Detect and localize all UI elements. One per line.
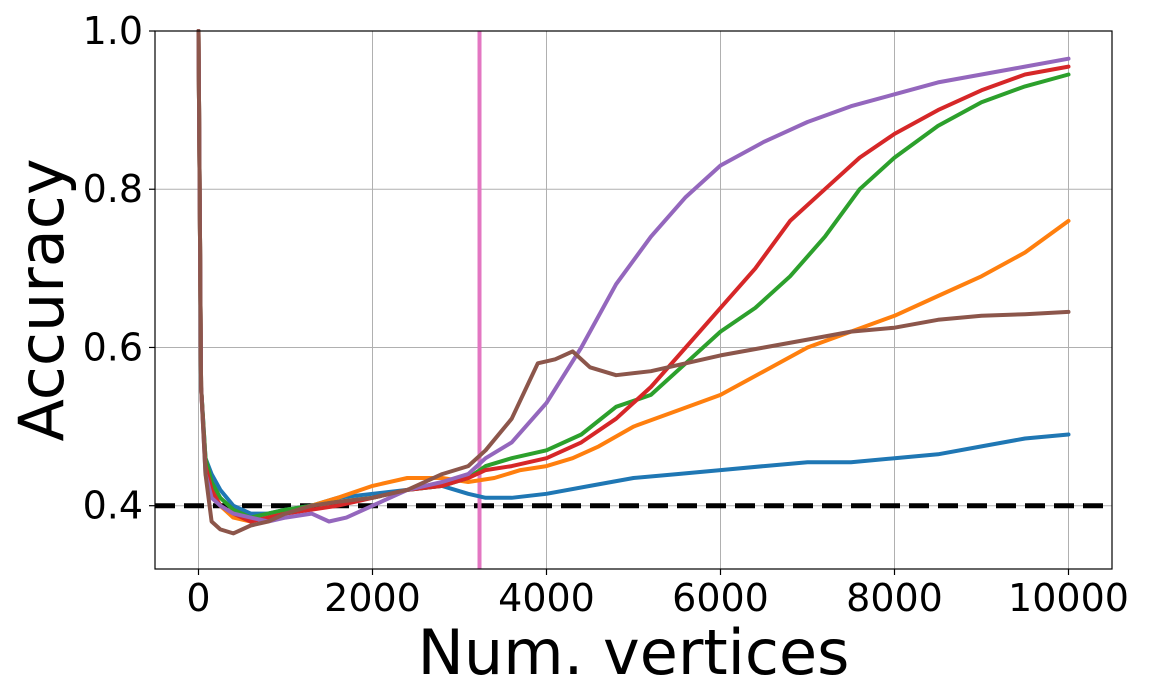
- x-axis-title: Num. vertices: [418, 616, 850, 689]
- y-axis-title: Accuracy: [5, 158, 78, 441]
- series-line-3: [196, 29, 1071, 520]
- plot-frame: [154, 30, 1113, 570]
- x-tick-label: 10000: [1008, 576, 1129, 620]
- series-lines: [196, 29, 1071, 536]
- x-tick-label: 6000: [672, 576, 769, 620]
- y-tick-label: 0.4: [83, 484, 143, 528]
- x-tick-label: 0: [186, 576, 210, 620]
- y-tick-label: 1.0: [83, 9, 143, 53]
- x-tick-label: 8000: [846, 576, 943, 620]
- x-tick-label: 2000: [324, 576, 421, 620]
- y-tick-label: 0.6: [83, 325, 143, 369]
- series-line-5: [196, 29, 1071, 524]
- axis-ticks: 0 2000 4000 6000 8000 10000 0.4 0.6 0.8 1.0: [83, 9, 1129, 620]
- x-tick-label: 4000: [498, 576, 595, 620]
- series-line-1: [196, 29, 1071, 516]
- y-tick-label: 0.8: [83, 167, 143, 211]
- series-line-6: [196, 29, 1071, 536]
